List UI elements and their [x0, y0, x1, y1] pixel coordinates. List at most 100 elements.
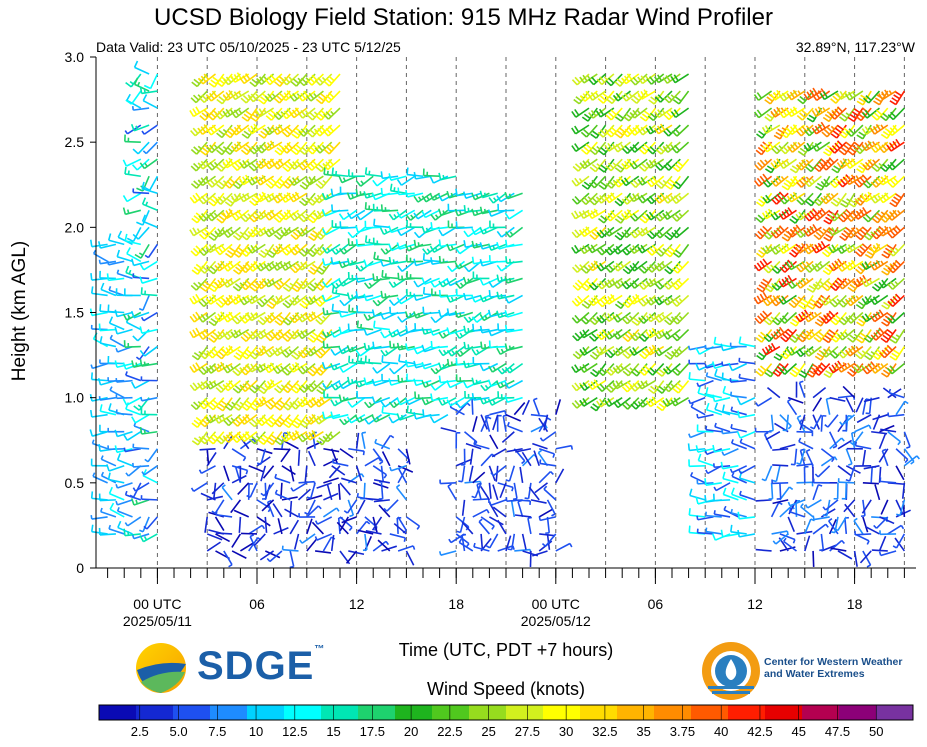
- wind-barb: [330, 277, 349, 290]
- wind-barb: [389, 306, 407, 315]
- wind-barb: [108, 524, 125, 535]
- wind-barb: [347, 323, 365, 332]
- wind-barb: [621, 311, 640, 325]
- wind-barb: [339, 414, 358, 426]
- wind-barb: [99, 404, 117, 416]
- wind-barb: [654, 345, 673, 357]
- wind-barb: [489, 410, 507, 416]
- wind-barb: [239, 431, 258, 443]
- colorbar-label: 42.5: [747, 724, 772, 739]
- colorbar-swatch: [432, 705, 470, 720]
- colorbar-swatch: [617, 705, 655, 720]
- wind-barb: [505, 226, 524, 238]
- wind-barb: [256, 73, 275, 86]
- wind-barb: [429, 328, 449, 336]
- wind-barb: [555, 399, 562, 415]
- cw3e-line2: and Water Extremes: [764, 668, 865, 680]
- wind-barb: [654, 277, 673, 290]
- wind-barb: [480, 414, 488, 430]
- wind-barb: [504, 191, 523, 200]
- wind-barb: [284, 508, 299, 518]
- wind-barb: [497, 519, 507, 535]
- wind-barb: [829, 396, 846, 402]
- wind-barb: [736, 396, 756, 406]
- wind-barb: [125, 371, 142, 382]
- wind-barb: [543, 485, 557, 501]
- wind-barb: [90, 362, 108, 370]
- wind-barb: [515, 447, 532, 453]
- wind-barb: [772, 464, 789, 467]
- wind-barb: [281, 465, 296, 476]
- wind-barb: [339, 516, 349, 532]
- wind-barb: [571, 294, 590, 307]
- wind-barb: [828, 517, 839, 535]
- wind-barb: [505, 497, 523, 502]
- wind-barb: [239, 192, 258, 203]
- wind-barb: [305, 311, 324, 323]
- wind-barb: [189, 293, 208, 305]
- wind-barb: [281, 141, 300, 154]
- wind-barb: [304, 499, 316, 515]
- wind-barb: [887, 388, 902, 399]
- wind-barb: [106, 464, 125, 472]
- wind-barb: [737, 529, 756, 538]
- wind-barb: [240, 141, 258, 156]
- wind-barb: [135, 346, 150, 361]
- wind-barb: [811, 240, 831, 254]
- wind-barb: [265, 397, 283, 410]
- wind-barb: [856, 90, 872, 106]
- wind-barb: [496, 226, 515, 238]
- wind-barb: [274, 73, 291, 87]
- wind-barb: [323, 73, 341, 87]
- wind-barb: [571, 260, 590, 273]
- wind-barb: [587, 90, 607, 101]
- wind-barb: [144, 448, 159, 463]
- wind-barb: [887, 158, 905, 171]
- wind-barb: [546, 499, 556, 517]
- colorbar-swatch: [136, 705, 174, 720]
- wind-barb: [488, 499, 507, 507]
- wind-barb: [776, 482, 782, 500]
- wind-barb: [191, 414, 208, 429]
- wind-barb: [524, 482, 532, 500]
- wind-barb: [604, 226, 623, 237]
- wind-barb: [255, 174, 275, 186]
- wind-barb: [323, 390, 341, 399]
- wind-barb: [313, 396, 333, 408]
- wind-barb: [289, 175, 308, 187]
- wind-barb: [896, 499, 906, 517]
- sdge-wordmark: SDGE™: [197, 644, 325, 689]
- wind-barb: [356, 305, 374, 314]
- wind-barb: [139, 426, 158, 435]
- wind-barb: [821, 243, 839, 258]
- wind-barb: [222, 380, 241, 392]
- wind-barb: [770, 175, 789, 187]
- wind-barb: [887, 311, 905, 324]
- wind-barb: [664, 175, 681, 190]
- wind-barb: [528, 486, 540, 501]
- wind-barb: [381, 545, 398, 552]
- wind-barb: [621, 226, 640, 239]
- wind-barb: [422, 409, 440, 418]
- wind-barb: [131, 414, 150, 424]
- wind-barb: [125, 465, 142, 477]
- wind-barb: [440, 427, 457, 433]
- wind-barb: [533, 450, 540, 467]
- wind-barb: [754, 427, 772, 433]
- wind-barb: [612, 311, 631, 323]
- wind-barb: [512, 482, 518, 501]
- y-tick-label: 1.5: [65, 305, 85, 321]
- wind-barb: [604, 396, 623, 408]
- wind-barb: [753, 258, 773, 272]
- wind-barb: [115, 482, 133, 489]
- wind-barb: [538, 516, 556, 522]
- wind-barb: [887, 431, 902, 446]
- wind-barb: [297, 328, 316, 340]
- wind-barb: [870, 327, 889, 341]
- wind-barb: [237, 482, 250, 496]
- wind-barb: [738, 373, 756, 382]
- wind-barb: [328, 465, 341, 479]
- wind-barb: [848, 192, 864, 208]
- wind-barb: [504, 395, 523, 403]
- wind-barb: [790, 448, 798, 466]
